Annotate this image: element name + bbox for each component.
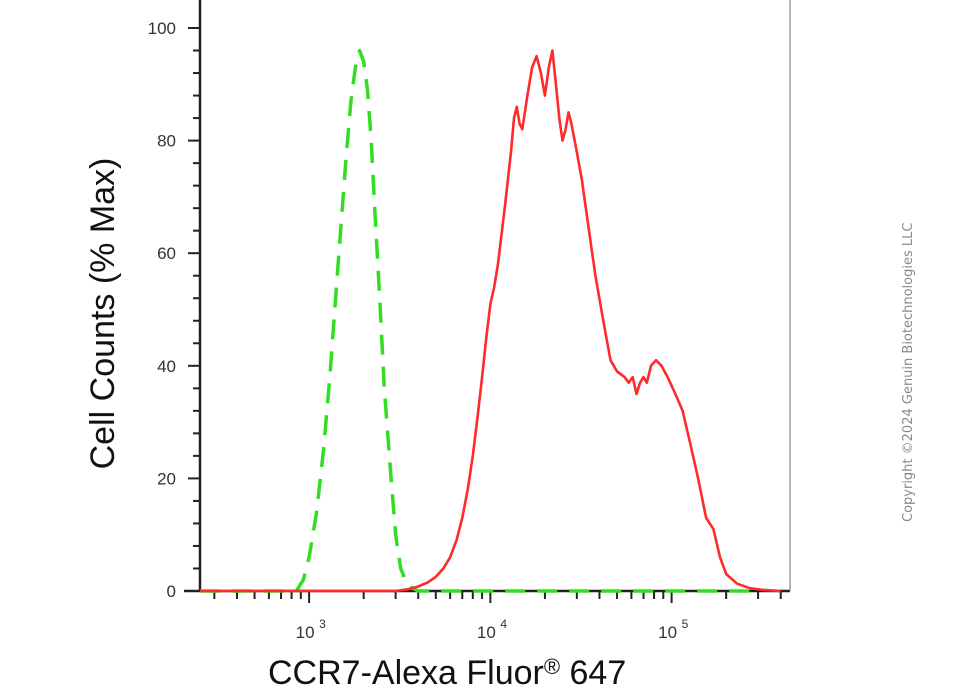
axes xyxy=(184,0,791,603)
y-tick-label: 20 xyxy=(157,469,176,488)
copyright-text: Copyright ©2024 Genuin Biotechnologies L… xyxy=(901,223,916,522)
y-tick-label: 0 xyxy=(167,582,176,601)
x-axis-title: CCR7-Alexa Fluor® 647 xyxy=(268,654,626,692)
x-tick-label: 10 xyxy=(477,623,496,642)
labels: 0 20 40 60 80 100 10 3 10 4 10 5 Cell Counts (% Max)… xyxy=(84,19,689,692)
x-tick-label: 10 xyxy=(296,623,315,642)
x-tick-exponent: 3 xyxy=(319,617,326,631)
stained-histogram-line xyxy=(200,49,781,593)
y-tick-label: 60 xyxy=(157,244,176,263)
x-tick-label: 10 xyxy=(658,623,677,642)
control-histogram-line xyxy=(200,48,759,593)
y-tick-label: 80 xyxy=(157,132,176,151)
x-tick-exponent: 5 xyxy=(682,617,689,631)
y-tick-label: 40 xyxy=(157,357,176,376)
y-axis-title: Cell Counts (% Max) xyxy=(84,158,122,470)
series-layer xyxy=(200,48,781,593)
y-tick-label: 100 xyxy=(148,19,176,38)
x-tick-exponent: 4 xyxy=(500,617,507,631)
